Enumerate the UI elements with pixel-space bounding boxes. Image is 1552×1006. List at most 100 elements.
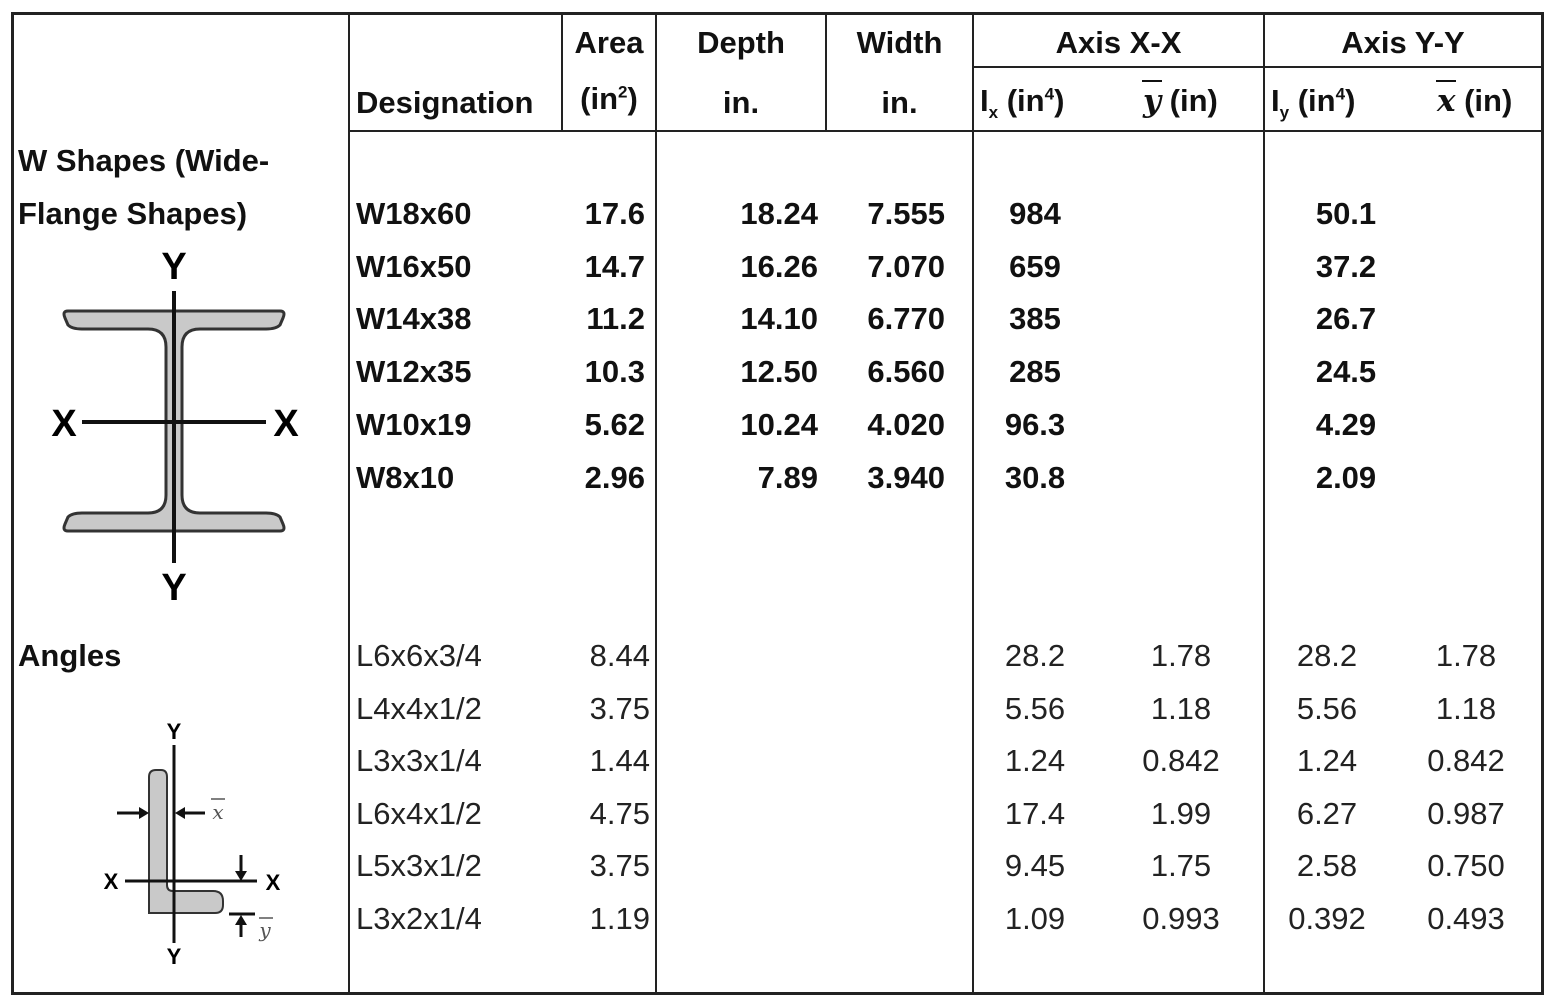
angle-row-designation: L5x3x1/2 (356, 848, 482, 883)
w-shape-diagram: Y Y X X (51, 246, 299, 605)
angle-row-iy: 2.58 (1296, 848, 1358, 883)
w-row-depth: 12.50 (740, 354, 818, 389)
w-row-width: 3.940 (867, 460, 945, 495)
w-row-width: 7.070 (867, 249, 945, 284)
w-row-area: 5.62 (584, 407, 645, 442)
w-row-ix: 285 (1009, 354, 1061, 389)
w-row-depth: 16.26 (740, 249, 818, 284)
angle-profile (148, 769, 224, 914)
angle-ybar-label: y (258, 918, 271, 942)
divider-after-label-col (348, 12, 350, 995)
angle-row-iy: 6.27 (1296, 796, 1358, 831)
angle-row-area: 3.75 (589, 848, 650, 883)
header-width: Width (856, 25, 943, 60)
divider-after-area (655, 12, 657, 995)
angle-row-iy: 0.392 (1288, 901, 1366, 936)
divider-after-depth-header (825, 12, 827, 132)
w-diagram-top-label: Y (161, 246, 186, 288)
angle-row-ix: 17.4 (1004, 796, 1066, 831)
angle-row-area: 8.44 (589, 638, 650, 673)
w-row-area: 17.6 (584, 196, 645, 231)
header-area: Area (563, 27, 655, 58)
angle-row-xbar: 1.18 (1435, 691, 1497, 726)
w-row-width: 7.555 (867, 196, 945, 231)
angle-row-area: 4.75 (589, 796, 650, 831)
header-area-label: Area (574, 25, 644, 60)
header-ix: Ix (in4) (980, 83, 1065, 123)
header-iy: Iy (in4) (1271, 83, 1356, 123)
angle-row-ybar: 1.78 (1150, 638, 1212, 673)
angle-row-xbar: 0.842 (1427, 743, 1505, 778)
w-row-designation: W10x19 (356, 407, 472, 442)
w-row-iy: 50.1 (1315, 196, 1377, 231)
header-ybar: y (in) (1142, 80, 1218, 119)
header-depth-unit: in. (722, 85, 760, 120)
angle-row-area: 1.19 (589, 901, 650, 936)
w-diagram-right-label: X (273, 403, 299, 445)
angle-row-ybar: 0.842 (1142, 743, 1220, 778)
w-row-depth: 18.24 (740, 196, 818, 231)
w-row-designation: W12x35 (356, 354, 472, 389)
w-row-width: 6.560 (867, 354, 945, 389)
header-width-unit: in. (881, 85, 918, 120)
w-row-ix: 659 (1009, 249, 1061, 284)
angle-row-designation: L4x4x1/2 (356, 691, 482, 726)
divider-after-width (972, 12, 974, 995)
w-row-ix: 385 (1009, 301, 1061, 336)
angle-row-ybar: 1.99 (1150, 796, 1212, 831)
w-row-depth: 14.10 (740, 301, 818, 336)
w-row-designation: W18x60 (356, 196, 472, 231)
angle-row-designation: L6x4x1/2 (356, 796, 482, 831)
header-designation: Designation (356, 85, 534, 120)
angle-row-xbar: 1.78 (1435, 638, 1497, 673)
w-diagram-left-label: X (51, 403, 77, 445)
w-section-label-line2: Flange Shapes) (18, 196, 248, 231)
w-row-area: 11.2 (586, 301, 645, 336)
w-section-label-line1: W Shapes (Wide- (18, 143, 270, 178)
w-row-ix: 96.3 (1004, 407, 1066, 442)
angle-row-ybar: 1.18 (1150, 691, 1212, 726)
w-row-area: 2.96 (584, 460, 645, 495)
angle-row-area: 3.75 (589, 691, 650, 726)
w-row-designation: W14x38 (356, 301, 472, 336)
header-area-unit: (in2) (580, 81, 638, 116)
angle-row-ybar: 1.75 (1150, 848, 1212, 883)
angle-row-ix: 9.45 (1004, 848, 1066, 883)
angle-row-ix: 1.24 (1004, 743, 1066, 778)
angle-row-iy: 28.2 (1296, 638, 1358, 673)
w-diagram-bottom-label: Y (161, 567, 186, 605)
w-row-ix: 30.8 (1004, 460, 1066, 495)
angle-row-ix: 28.2 (1004, 638, 1066, 673)
angle-diagram-left-label: X (104, 869, 119, 894)
table-border-top (11, 12, 1544, 15)
angle-row-iy: 1.24 (1296, 743, 1358, 778)
angle-row-designation: L3x2x1/4 (356, 901, 482, 936)
w-row-depth: 7.89 (757, 460, 818, 495)
xbar-symbol: x (1436, 80, 1457, 119)
header-axis-yy: Axis Y-Y (1341, 25, 1465, 60)
w-row-ix: 984 (1009, 196, 1061, 231)
w-row-width: 6.770 (867, 301, 945, 336)
angle-row-ix: 1.09 (1004, 901, 1066, 936)
angle-row-xbar: 0.987 (1427, 796, 1505, 831)
w-row-iy: 26.7 (1315, 301, 1377, 336)
divider-after-axis-xx (1263, 12, 1265, 995)
w-row-iy: 2.09 (1315, 460, 1377, 495)
table-border-left (11, 12, 14, 995)
w-row-designation: W8x10 (356, 460, 455, 495)
ybar-symbol: y (1142, 80, 1163, 119)
angle-row-ix: 5.56 (1004, 691, 1066, 726)
w-row-area: 10.3 (584, 354, 645, 389)
w-row-depth: 10.24 (740, 407, 818, 442)
angle-row-xbar: 0.493 (1427, 901, 1505, 936)
w-row-width: 4.020 (867, 407, 945, 442)
angle-row-designation: L3x3x1/4 (356, 743, 482, 778)
header-depth: Depth (697, 25, 785, 60)
angle-diagram-right-label: X (266, 870, 281, 895)
header-xbar: x (in) (1436, 80, 1512, 119)
angle-row-area: 1.44 (589, 743, 650, 778)
angle-row-xbar: 0.750 (1427, 848, 1505, 883)
angle-diagram-bottom-label: Y (167, 944, 182, 969)
w-row-area: 14.7 (584, 249, 645, 284)
